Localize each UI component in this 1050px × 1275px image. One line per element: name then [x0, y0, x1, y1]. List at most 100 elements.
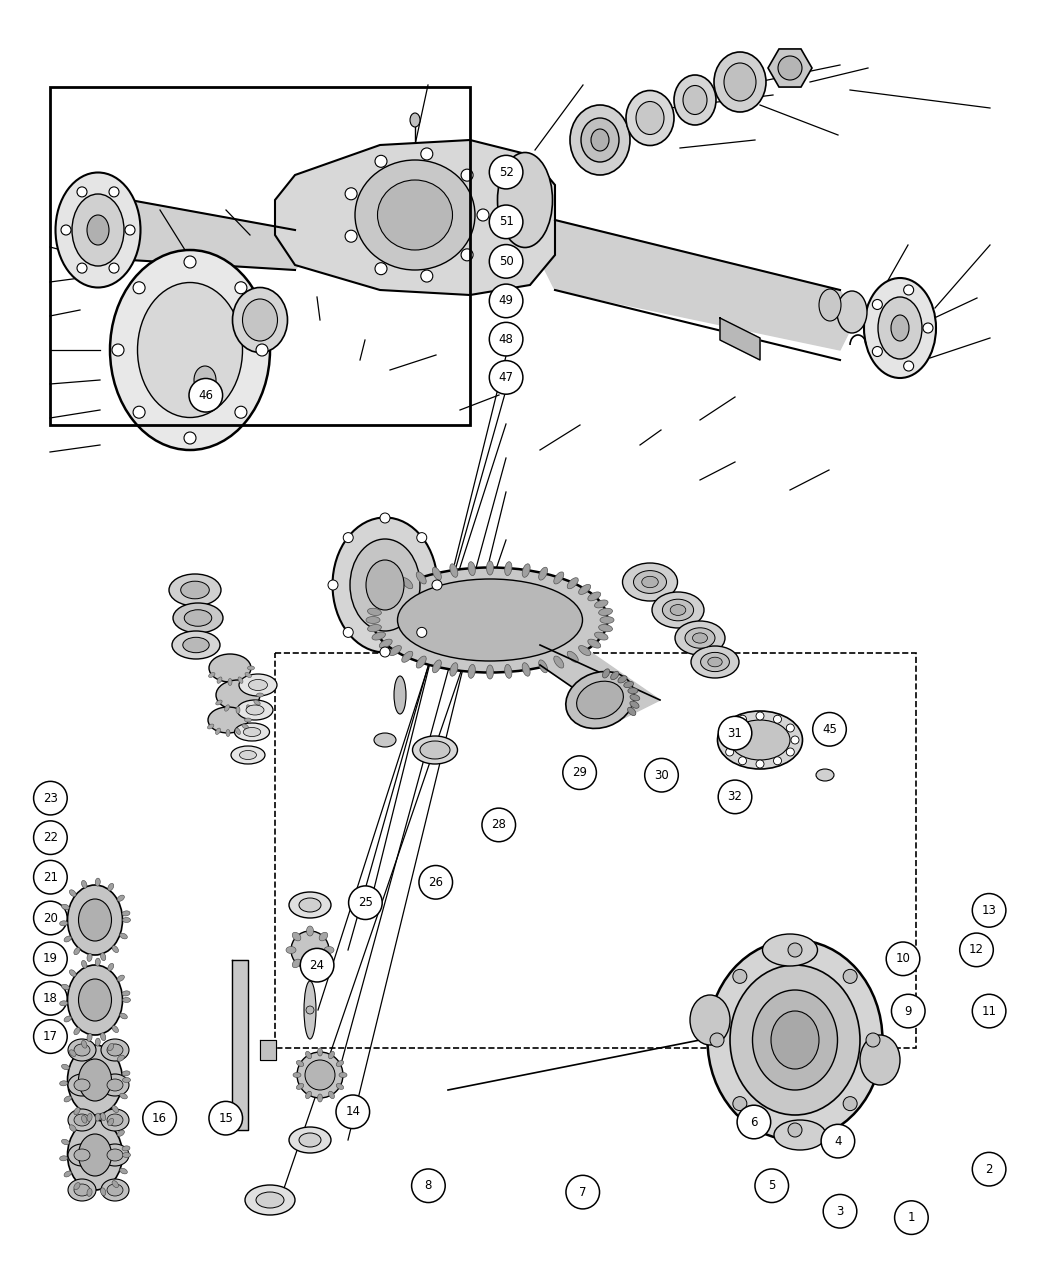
Ellipse shape	[184, 609, 212, 626]
Ellipse shape	[505, 664, 512, 678]
Polygon shape	[540, 221, 855, 351]
Ellipse shape	[87, 1188, 92, 1196]
Ellipse shape	[120, 1014, 127, 1019]
Ellipse shape	[118, 1130, 124, 1136]
Circle shape	[461, 249, 474, 261]
Text: 3: 3	[836, 1205, 844, 1218]
Ellipse shape	[591, 129, 609, 150]
Ellipse shape	[246, 705, 264, 715]
Ellipse shape	[101, 1033, 106, 1040]
Ellipse shape	[539, 660, 547, 673]
Ellipse shape	[74, 1079, 90, 1091]
Ellipse shape	[96, 878, 100, 886]
Ellipse shape	[64, 1016, 71, 1023]
Circle shape	[786, 724, 794, 732]
Circle shape	[345, 231, 357, 242]
Ellipse shape	[594, 632, 608, 640]
Ellipse shape	[299, 1133, 321, 1148]
Ellipse shape	[623, 564, 677, 601]
Ellipse shape	[379, 639, 393, 648]
Ellipse shape	[101, 1188, 106, 1196]
Text: 14: 14	[345, 1105, 360, 1118]
Circle shape	[61, 224, 71, 235]
Ellipse shape	[588, 639, 601, 648]
Circle shape	[489, 205, 523, 238]
Circle shape	[843, 1096, 857, 1111]
Text: 47: 47	[499, 371, 513, 384]
Ellipse shape	[107, 1114, 123, 1126]
Ellipse shape	[286, 946, 296, 954]
Text: 32: 32	[728, 790, 742, 803]
Ellipse shape	[864, 278, 936, 377]
Ellipse shape	[505, 562, 512, 575]
Ellipse shape	[486, 561, 494, 575]
Ellipse shape	[449, 564, 458, 578]
Circle shape	[34, 821, 67, 854]
Text: 2: 2	[985, 1163, 993, 1176]
Text: 29: 29	[572, 766, 587, 779]
Ellipse shape	[306, 1052, 312, 1058]
Ellipse shape	[289, 892, 331, 918]
Ellipse shape	[324, 946, 334, 954]
Ellipse shape	[600, 617, 614, 623]
Ellipse shape	[691, 646, 739, 678]
Ellipse shape	[611, 672, 618, 680]
Ellipse shape	[87, 215, 109, 245]
Circle shape	[209, 1102, 243, 1135]
Ellipse shape	[215, 700, 223, 705]
Circle shape	[375, 263, 387, 274]
Circle shape	[813, 713, 846, 746]
Ellipse shape	[730, 720, 790, 760]
Ellipse shape	[402, 578, 413, 589]
Ellipse shape	[299, 898, 321, 912]
Ellipse shape	[217, 677, 222, 683]
Circle shape	[891, 994, 925, 1028]
Circle shape	[738, 757, 747, 765]
Circle shape	[972, 994, 1006, 1028]
Text: 17: 17	[43, 1030, 58, 1043]
Ellipse shape	[498, 153, 552, 247]
Text: 49: 49	[499, 295, 513, 307]
Ellipse shape	[254, 700, 260, 705]
Circle shape	[34, 901, 67, 935]
Ellipse shape	[107, 1149, 123, 1162]
Ellipse shape	[87, 1113, 92, 1122]
Ellipse shape	[243, 724, 249, 729]
Ellipse shape	[101, 952, 106, 960]
Ellipse shape	[633, 571, 667, 593]
Ellipse shape	[336, 1061, 343, 1066]
Ellipse shape	[173, 603, 223, 632]
Text: 11: 11	[982, 1005, 996, 1017]
Ellipse shape	[123, 1077, 130, 1082]
Ellipse shape	[172, 631, 220, 659]
Ellipse shape	[642, 576, 658, 588]
Ellipse shape	[390, 584, 401, 594]
Ellipse shape	[96, 958, 100, 966]
Text: 9: 9	[904, 1005, 912, 1017]
Ellipse shape	[378, 180, 453, 250]
Circle shape	[112, 344, 124, 356]
Ellipse shape	[579, 584, 591, 594]
Circle shape	[489, 361, 523, 394]
Ellipse shape	[68, 1144, 96, 1167]
Ellipse shape	[891, 315, 909, 340]
Ellipse shape	[244, 728, 260, 737]
Ellipse shape	[123, 1153, 130, 1158]
Ellipse shape	[753, 989, 838, 1090]
Ellipse shape	[594, 601, 608, 608]
Ellipse shape	[394, 676, 406, 714]
Ellipse shape	[819, 289, 841, 321]
Ellipse shape	[468, 562, 476, 575]
Ellipse shape	[522, 564, 530, 578]
Ellipse shape	[603, 669, 610, 678]
Ellipse shape	[693, 632, 708, 643]
Circle shape	[300, 949, 334, 982]
Ellipse shape	[245, 718, 252, 722]
Circle shape	[461, 170, 474, 181]
Ellipse shape	[249, 680, 268, 691]
Ellipse shape	[208, 708, 248, 733]
Ellipse shape	[181, 581, 209, 599]
Ellipse shape	[570, 105, 630, 175]
Ellipse shape	[372, 632, 385, 640]
Ellipse shape	[306, 1006, 314, 1014]
